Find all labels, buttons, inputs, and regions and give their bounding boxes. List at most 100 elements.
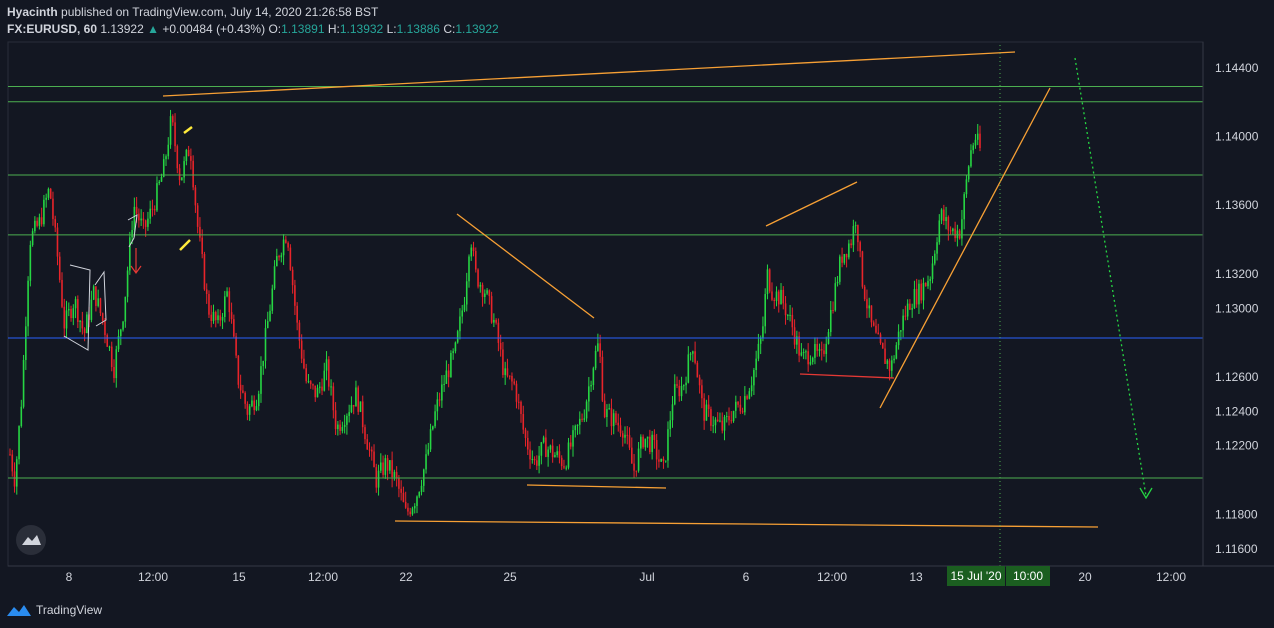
- time-tick-label: 12:00: [138, 570, 168, 584]
- ascending-trendline-small[interactable]: [765, 181, 858, 227]
- low-value: 1.13886: [396, 22, 440, 36]
- candle-body: [906, 303, 909, 317]
- time-tick-label: 12:00: [308, 570, 338, 584]
- candle-body: [95, 286, 97, 306]
- time-axis[interactable]: 8 12:00 15 12:00 22 25 Jul 6 12:00 13 20 12:00: [8, 565, 1274, 584]
- candle-body: [707, 404, 710, 410]
- candles: [9, 109, 981, 517]
- candle-body: [235, 336, 237, 356]
- candle-body: [628, 435, 631, 448]
- symbol-name[interactable]: FX:EURUSD, 60: [7, 22, 98, 36]
- candle-body: [190, 156, 192, 161]
- candle-body: [352, 405, 355, 407]
- descending-trendline[interactable]: [456, 213, 595, 319]
- candle-body: [811, 357, 814, 362]
- candle-body: [447, 370, 450, 378]
- candle-body: [832, 309, 834, 311]
- candle-body: [470, 247, 473, 257]
- candle-body: [481, 284, 484, 297]
- candle-body: [608, 408, 610, 410]
- candle-body: [350, 405, 353, 413]
- candle-body: [151, 208, 154, 210]
- candle-body: [27, 280, 29, 327]
- candle-body: [536, 460, 538, 466]
- candle-body: [289, 247, 292, 270]
- candle-body: [843, 254, 846, 263]
- candle-body: [9, 454, 11, 456]
- crosshair-date-box: [947, 566, 1005, 586]
- candle-body: [97, 298, 99, 306]
- symbol-line: FX:EURUSD, 60 1.13922 ▲ +0.00484 (+0.43%…: [7, 21, 1267, 38]
- candle-body: [429, 429, 432, 450]
- candle-body: [617, 422, 620, 426]
- candle-body: [459, 316, 461, 332]
- support-line-1[interactable]: [526, 484, 667, 489]
- candle-body: [972, 145, 975, 151]
- candle-body: [592, 368, 595, 386]
- candle-body: [117, 335, 120, 350]
- candle-body: [484, 293, 486, 297]
- candle-body: [802, 352, 805, 354]
- candle-body: [825, 343, 828, 354]
- rising-wedge-line[interactable]: [879, 87, 1051, 409]
- candle-body: [805, 351, 807, 353]
- candle-body: [635, 470, 638, 472]
- green-projection-arrow[interactable]: [1074, 57, 1147, 497]
- lower-channel-line[interactable]: [394, 520, 1099, 528]
- candle-body: [938, 220, 941, 243]
- candle-body: [47, 188, 50, 198]
- red-support-line[interactable]: [799, 373, 895, 379]
- candle-body: [970, 150, 972, 167]
- candle-body: [750, 385, 753, 392]
- green-arrow-head-icon: [1139, 487, 1153, 500]
- candle-body: [963, 194, 965, 220]
- candle-body: [251, 400, 253, 407]
- drawings[interactable]: [63, 45, 1153, 566]
- candle-body: [714, 419, 717, 426]
- price-tick-label: 1.11800: [1215, 507, 1258, 521]
- candle-body: [307, 381, 310, 383]
- candle-body: [549, 445, 552, 450]
- candle-body: [359, 401, 362, 412]
- candle-body: [637, 448, 640, 471]
- candle-body: [554, 455, 556, 458]
- candle-body: [169, 116, 172, 145]
- candle-body: [29, 245, 32, 281]
- candle-body: [389, 460, 391, 471]
- candle-body: [321, 386, 323, 391]
- candle-body: [741, 411, 744, 413]
- candle-body: [922, 282, 925, 301]
- author-name[interactable]: Hyacinth: [7, 5, 58, 19]
- candle-body: [445, 370, 448, 384]
- crosshair-time-label: 10:00: [1013, 569, 1043, 583]
- candle-body: [434, 411, 436, 427]
- upper-channel-line[interactable]: [162, 51, 1016, 97]
- candle-body: [680, 385, 683, 397]
- candle-body: [904, 315, 907, 317]
- candle-body: [590, 385, 592, 387]
- candle-body: [386, 458, 389, 471]
- candle-body: [787, 315, 789, 317]
- candle-body: [298, 322, 301, 341]
- price-axis[interactable]: 1.14400 1.14000 1.13600 1.13200 1.13000 1.126…: [1202, 42, 1274, 566]
- candle-body: [185, 149, 188, 162]
- candle-body: [237, 355, 240, 385]
- candle-body: [474, 251, 477, 270]
- candle-body: [233, 319, 235, 337]
- candle-body: [316, 387, 319, 398]
- candle-body: [108, 346, 111, 348]
- candle-body: [416, 496, 418, 507]
- candle-body: [947, 217, 950, 231]
- publish-line: Hyacinth published on TradingView.com, J…: [7, 4, 1267, 21]
- candle-body: [814, 344, 816, 358]
- candle-body: [162, 159, 165, 177]
- candle-body: [149, 208, 151, 219]
- candle-body: [126, 270, 129, 297]
- candle-body: [276, 256, 278, 267]
- time-tick-label: 12:00: [1156, 570, 1186, 584]
- candle-body: [253, 400, 255, 411]
- high-value: 1.13932: [339, 22, 384, 36]
- candle-body: [612, 413, 615, 427]
- candle-body: [895, 345, 898, 359]
